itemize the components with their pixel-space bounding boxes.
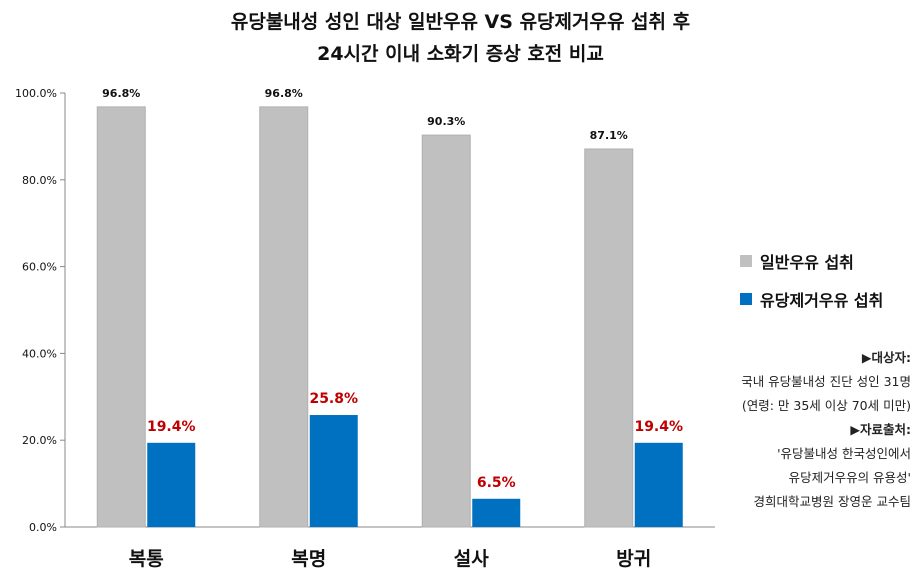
y-tick-label: 40.0% (22, 347, 57, 360)
source-line-2: 유당제거우유의 유용성' (788, 470, 911, 485)
data-label: 96.8% (102, 87, 140, 100)
study-notes: ▶대상자: 국내 유당불내성 진단 성인 31명 (연령: 만 35세 이상 7… (741, 346, 911, 514)
y-tick-label: 20.0% (22, 434, 57, 447)
bar-lactose-free-milk (634, 442, 683, 527)
source-line-1: '유당불내성 한국성인에서 (777, 446, 911, 461)
category-label: 복명 (291, 548, 326, 570)
source-line-3: 경희대학교병원 장영운 교수팀 (753, 494, 911, 509)
data-label: 90.3% (427, 115, 465, 128)
legend: 일반우유 섭취 유당제거우유 섭취 (740, 250, 883, 326)
chart-bars: 96.8% 19.4% 96.8% 25.8% 90.3% 6.5% 87.1% 19.4% (96, 87, 683, 528)
chart-title: 유당불내성 성인 대상 일반우유 VS 유당제거우유 섭취 후 24시간 이내 … (0, 6, 921, 70)
bar-regular-milk (584, 148, 634, 528)
bar-regular-milk (421, 134, 471, 528)
title-line-1: 유당불내성 성인 대상 일반우유 VS 유당제거우유 섭취 후 (230, 11, 691, 33)
source-heading: ▶자료출처: (850, 422, 911, 437)
legend-label-regular-milk: 일반우유 섭취 (760, 253, 854, 272)
subject-line-2: (연령: 만 35세 이상 70세 미만) (741, 398, 911, 413)
data-label: 19.4% (147, 419, 196, 435)
bar-regular-milk (96, 106, 146, 528)
legend-item-lactose-free-milk: 유당제거우유 섭취 (740, 288, 883, 310)
y-tick-label: 0.0% (29, 521, 57, 534)
bar-lactose-free-milk (309, 415, 358, 527)
legend-swatch-lactose-free-milk (740, 293, 752, 305)
y-tick-label: 80.0% (22, 174, 57, 187)
category-label: 복통 (129, 548, 164, 570)
y-tick-label: 60.0% (22, 261, 57, 274)
data-label: 19.4% (634, 419, 683, 435)
data-label: 96.8% (265, 87, 303, 100)
legend-label-lactose-free-milk: 유당제거우유 섭취 (760, 291, 884, 310)
bar-lactose-free-milk (472, 498, 521, 527)
data-label: 6.5% (477, 475, 516, 491)
data-label: 25.8% (309, 391, 358, 407)
title-line-2: 24시간 이내 소화기 증상 호전 비교 (317, 43, 604, 65)
subject-line-1: 국내 유당불내성 진단 성인 31명 (741, 374, 911, 389)
legend-item-regular-milk: 일반우유 섭취 (740, 250, 883, 272)
legend-swatch-regular-milk (740, 255, 752, 267)
category-label: 방귀 (616, 548, 651, 570)
subject-heading: ▶대상자: (861, 350, 911, 365)
y-tick-label: 100.0% (15, 87, 57, 100)
bar-lactose-free-milk (147, 442, 196, 527)
data-label: 87.1% (590, 129, 628, 142)
category-label: 설사 (454, 548, 489, 570)
bar-regular-milk (259, 106, 309, 528)
